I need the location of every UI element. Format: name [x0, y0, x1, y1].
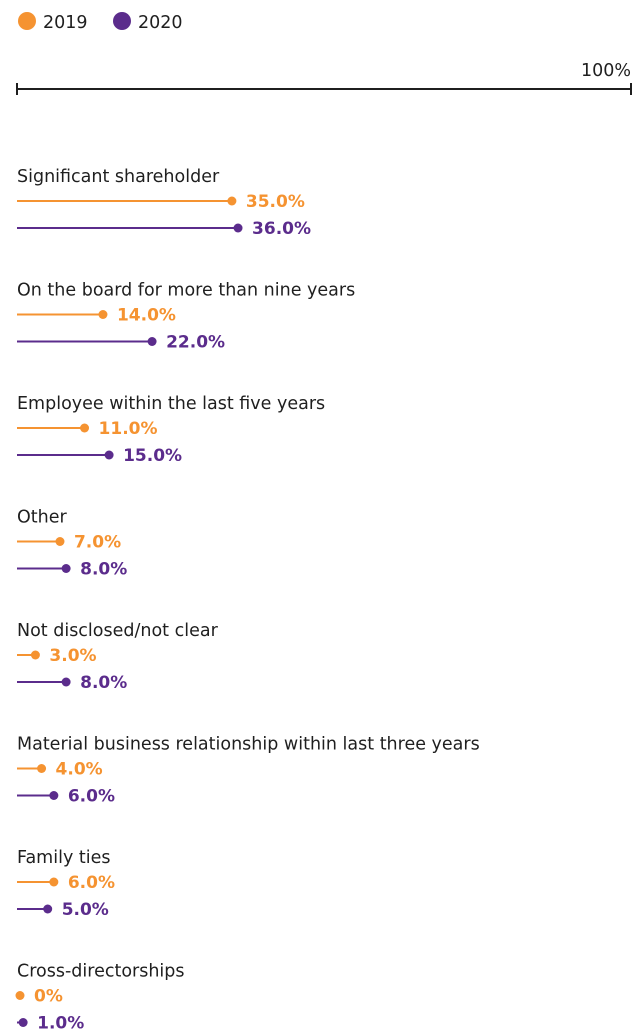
- value-label-2019: 14.0%: [117, 306, 176, 326]
- legend-marker-2020: [113, 12, 131, 30]
- category-group: On the board for more than nine years 14.…: [17, 281, 355, 353]
- value-label-2019: 3.0%: [49, 646, 96, 666]
- bar-dot-2019: [98, 310, 108, 319]
- category-group: Family ties 6.0% 5.0%: [17, 848, 115, 920]
- value-label-2020: 8.0%: [80, 673, 127, 693]
- category-group: Employee within the last five years 11.0%…: [17, 394, 325, 466]
- scale-label: 100%: [581, 61, 631, 81]
- category-group: Significant shareholder 35.0% 36.0%: [17, 167, 311, 239]
- bar-dot-2019: [80, 423, 90, 433]
- scale-axis: 100%: [16, 61, 632, 95]
- bar-dot-2020: [49, 791, 59, 800]
- value-label-2020: 1.0%: [37, 1014, 84, 1030]
- bar-dot-2020: [147, 337, 157, 346]
- value-label-2020: 22.0%: [166, 333, 225, 353]
- bar-dot-2019: [49, 877, 59, 887]
- category-group: Not disclosed/not clear 3.0% 8.0%: [17, 621, 219, 693]
- legend-marker-2019: [18, 12, 36, 30]
- bar-dot-2019: [15, 991, 25, 1000]
- category-label: Material business relationship within la…: [17, 735, 480, 755]
- bar-dot-2020: [43, 904, 53, 914]
- category-label: Significant shareholder: [17, 167, 220, 187]
- value-label-2020: 15.0%: [123, 446, 182, 466]
- value-label-2019: 4.0%: [56, 760, 103, 780]
- category-label: Cross-directorships: [17, 962, 185, 982]
- bar-dot-2020: [61, 677, 71, 687]
- category-label: Employee within the last five years: [17, 394, 325, 414]
- bar-dot-2019: [37, 764, 47, 773]
- value-label-2019: 6.0%: [68, 873, 115, 893]
- value-label-2019: 0%: [34, 987, 63, 1007]
- category-groups: Significant shareholder 35.0% 36.0% On the …: [15, 167, 480, 1030]
- bar-dot-2020: [61, 564, 71, 573]
- bar-dot-2019: [55, 537, 65, 546]
- category-label: Not disclosed/not clear: [17, 621, 219, 641]
- bar-dot-2020: [18, 1018, 28, 1027]
- value-label-2019: 7.0%: [74, 533, 121, 553]
- category-label: Family ties: [17, 848, 110, 868]
- legend: 2019 2020: [18, 12, 183, 33]
- category-group: Cross-directorships 0% 1.0%: [15, 962, 185, 1030]
- value-label-2020: 36.0%: [252, 219, 311, 239]
- bar-dot-2019: [227, 196, 237, 206]
- category-label: Other: [17, 508, 67, 528]
- bar-dot-2020: [233, 223, 243, 233]
- value-label-2019: 11.0%: [99, 419, 158, 439]
- bar-dot-2020: [104, 450, 114, 460]
- value-label-2020: 8.0%: [80, 560, 127, 580]
- category-group: Material business relationship within la…: [17, 735, 480, 807]
- bar-dot-2019: [30, 650, 40, 660]
- value-label-2020: 5.0%: [62, 900, 109, 920]
- category-group: Other 7.0% 8.0%: [17, 508, 127, 580]
- category-label: On the board for more than nine years: [17, 281, 355, 301]
- value-label-2020: 6.0%: [68, 787, 115, 807]
- legend-label-2020: 2020: [138, 13, 183, 33]
- legend-label-2019: 2019: [43, 13, 88, 33]
- value-label-2019: 35.0%: [246, 192, 305, 212]
